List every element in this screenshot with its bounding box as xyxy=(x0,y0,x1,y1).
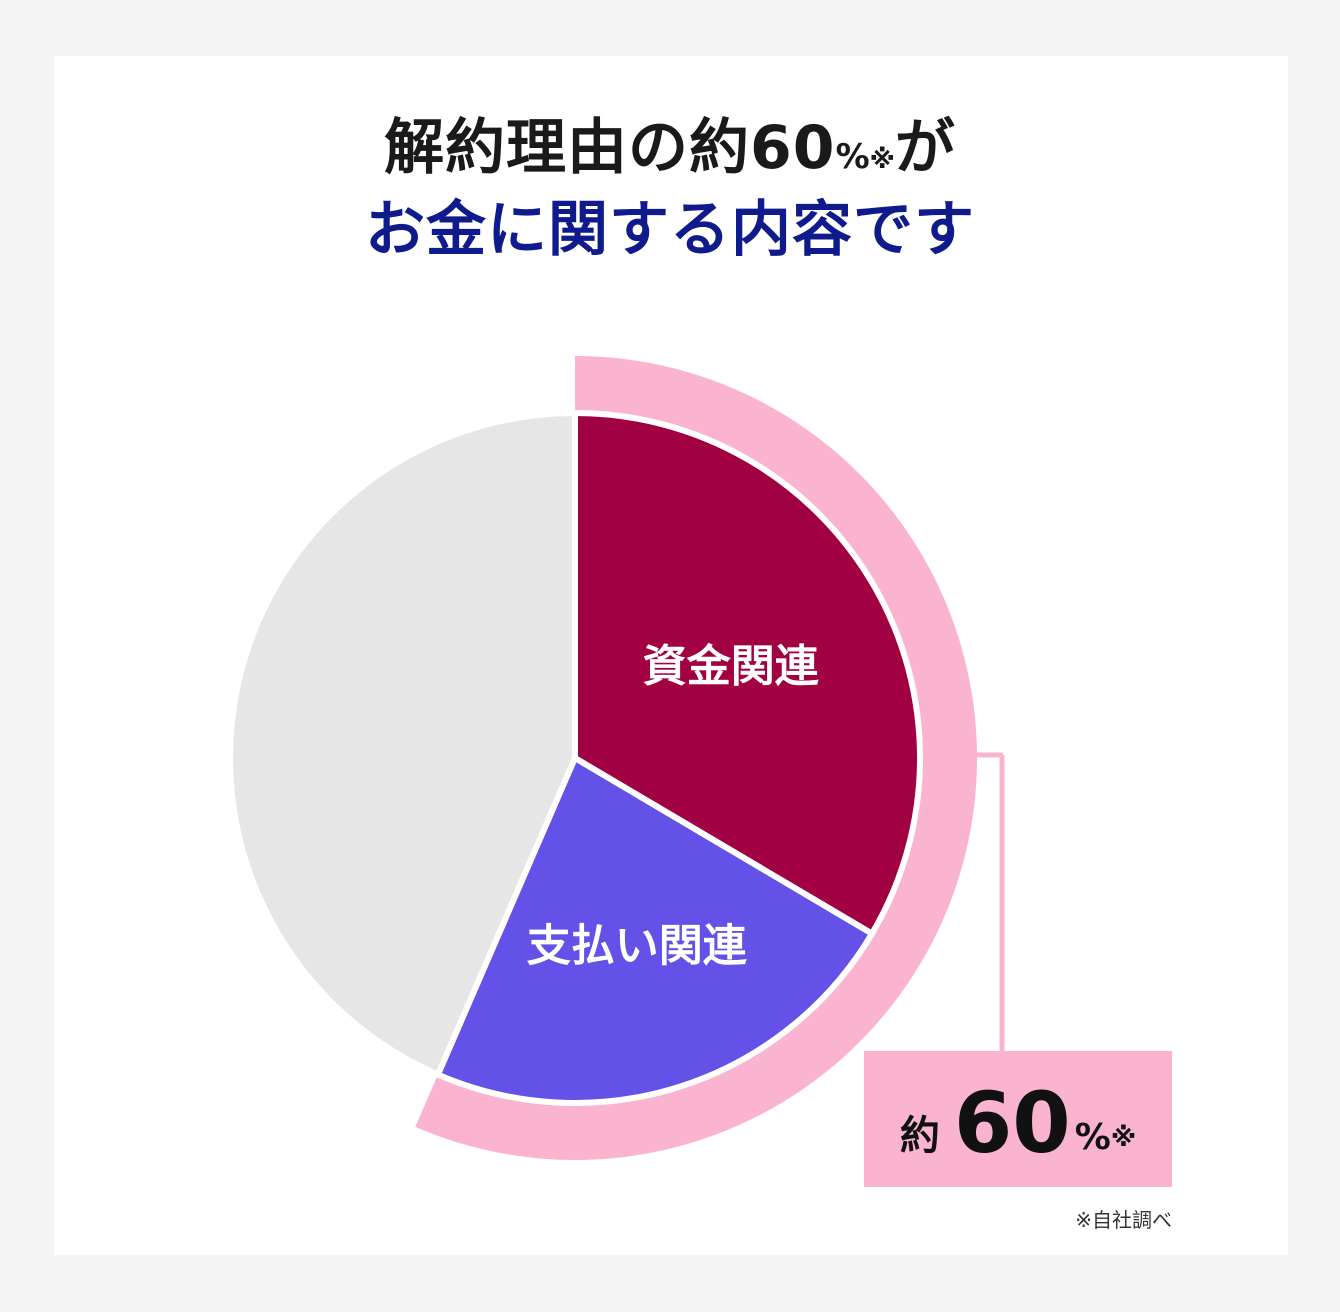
headline-line1-main: 解約理由の約60 xyxy=(384,113,836,183)
pie-label-shikin: 資金関連 xyxy=(643,641,820,692)
headline-line1-end: が xyxy=(894,113,956,183)
headline-line1-unit: % xyxy=(835,137,870,177)
pie-slice-shiharai xyxy=(434,753,877,1106)
callout-prefix: 約 xyxy=(899,1113,940,1159)
callout-box: 約 60 % ※ xyxy=(864,1051,1172,1187)
footnote: ※自社調べ xyxy=(1075,1208,1172,1232)
callout-unit: % xyxy=(1074,1116,1111,1158)
pie-slice-shikin xyxy=(572,409,924,938)
headline-line1-mark: ※ xyxy=(869,145,895,175)
callout-mark: ※ xyxy=(1110,1123,1137,1153)
pie-slice-other xyxy=(227,409,578,1079)
callout-value: 60 xyxy=(953,1074,1071,1172)
headline-line1: 解約理由の約60%※が xyxy=(0,108,1340,200)
headline-line2: お金に関する内容です xyxy=(365,195,975,265)
callout-text: 約 60 % ※ xyxy=(864,1051,1172,1187)
pie-label-shiharai: 支払い関連 xyxy=(527,920,748,971)
